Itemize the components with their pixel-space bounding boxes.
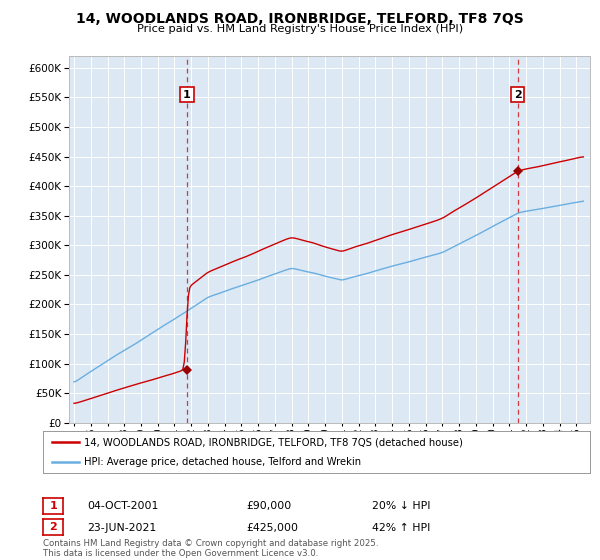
Text: Price paid vs. HM Land Registry's House Price Index (HPI): Price paid vs. HM Land Registry's House … — [137, 24, 463, 34]
Text: 20% ↓ HPI: 20% ↓ HPI — [372, 501, 431, 511]
Text: 42% ↑ HPI: 42% ↑ HPI — [372, 522, 430, 533]
Text: £90,000: £90,000 — [246, 501, 291, 511]
Text: 04-OCT-2001: 04-OCT-2001 — [87, 501, 158, 511]
Text: 14, WOODLANDS ROAD, IRONBRIDGE, TELFORD, TF8 7QS: 14, WOODLANDS ROAD, IRONBRIDGE, TELFORD,… — [76, 12, 524, 26]
Text: 2: 2 — [49, 522, 57, 532]
Text: £425,000: £425,000 — [246, 522, 298, 533]
Text: 1: 1 — [183, 90, 191, 100]
Text: 1: 1 — [49, 501, 57, 511]
Text: 14, WOODLANDS ROAD, IRONBRIDGE, TELFORD, TF8 7QS (detached house): 14, WOODLANDS ROAD, IRONBRIDGE, TELFORD,… — [84, 437, 463, 447]
Text: 2: 2 — [514, 90, 521, 100]
Text: HPI: Average price, detached house, Telford and Wrekin: HPI: Average price, detached house, Telf… — [84, 457, 361, 466]
Text: 23-JUN-2021: 23-JUN-2021 — [87, 522, 156, 533]
Text: Contains HM Land Registry data © Crown copyright and database right 2025.
This d: Contains HM Land Registry data © Crown c… — [43, 539, 379, 558]
